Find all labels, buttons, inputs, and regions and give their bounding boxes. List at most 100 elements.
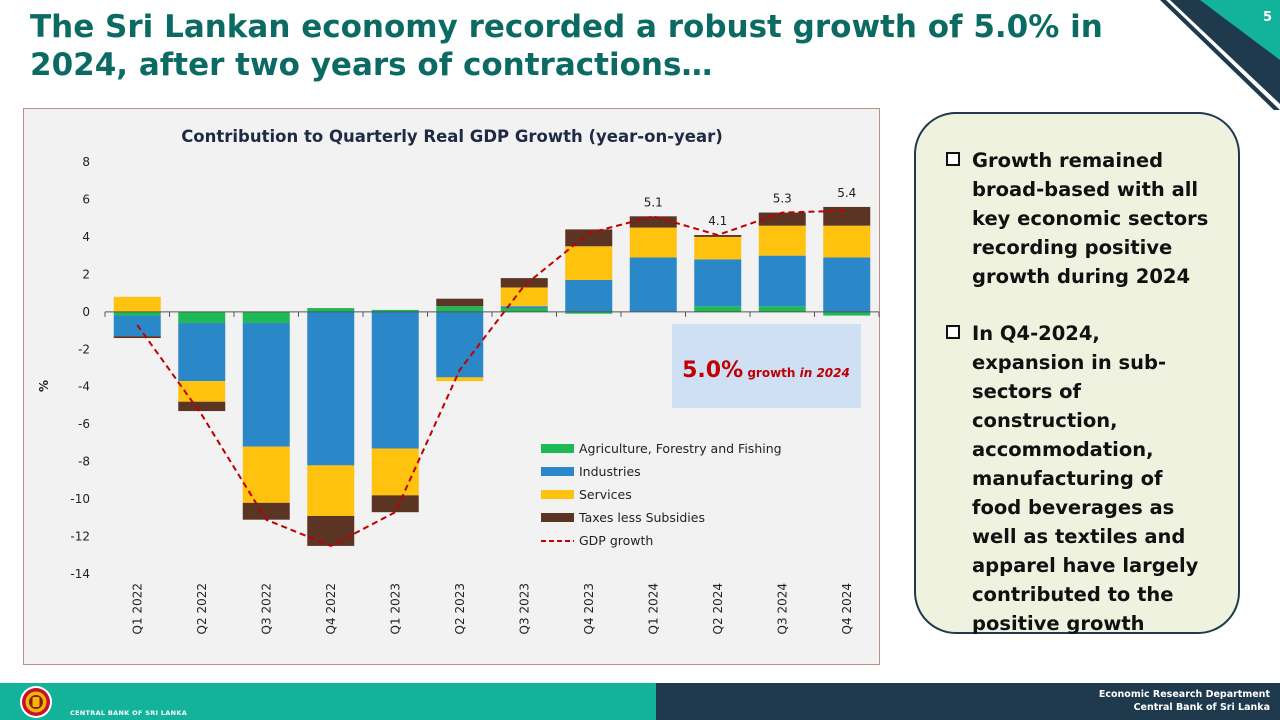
bar-segment xyxy=(694,236,742,260)
central-bank-logo-icon xyxy=(20,686,52,718)
chart-title: Contribution to Quarterly Real GDP Growt… xyxy=(181,127,723,146)
bar-segment xyxy=(436,298,484,307)
chart-panel: Contribution to Quarterly Real GDP Growt… xyxy=(23,108,880,665)
category-label: Q3 2023 xyxy=(517,583,531,634)
bar-segment xyxy=(242,311,290,324)
bar-segment xyxy=(436,377,484,382)
note-item: In Q4-2024, expansion in sub-sectors of … xyxy=(946,319,1218,638)
bar-segment xyxy=(242,323,290,447)
y-tick-label: -4 xyxy=(78,380,90,394)
bar-segment xyxy=(629,227,677,258)
bar-segment xyxy=(371,309,419,312)
legend-label: Services xyxy=(579,487,632,502)
checkbox-bullet-icon xyxy=(946,152,960,166)
bar-segment xyxy=(758,225,806,256)
y-tick-label: 0 xyxy=(82,305,90,319)
bank-name-english: CENTRAL BANK OF SRI LANKA xyxy=(70,709,188,717)
footer-organization: Economic Research Department Central Ban… xyxy=(1099,688,1270,714)
bar-segment xyxy=(500,278,548,288)
data-label: 5.4 xyxy=(837,186,856,200)
bar-segment xyxy=(823,225,871,258)
corner-decoration xyxy=(1160,0,1280,110)
bar-segment xyxy=(242,502,290,520)
legend-label: Industries xyxy=(579,464,641,479)
data-label: 5.1 xyxy=(644,195,663,209)
bar-segment xyxy=(823,206,871,226)
bar-segment xyxy=(629,216,677,228)
legend-swatch xyxy=(541,513,574,522)
data-label: 5.3 xyxy=(773,192,792,206)
bar-segment xyxy=(500,308,548,312)
y-tick-label: 6 xyxy=(82,192,90,206)
y-tick-label: -12 xyxy=(70,530,90,544)
bar-segment xyxy=(113,296,161,312)
footer-department: Economic Research Department xyxy=(1098,689,1270,700)
category-label: Q2 2024 xyxy=(711,583,725,634)
y-tick-label: -6 xyxy=(78,417,90,431)
bar-segment xyxy=(371,495,419,513)
legend-label: Taxes less Subsidies xyxy=(578,510,705,525)
category-label: Q4 2024 xyxy=(840,583,854,634)
bar-segment xyxy=(178,311,226,324)
checkbox-bullet-icon xyxy=(946,325,960,339)
data-label: 4.1 xyxy=(708,214,727,228)
key-points-box: Growth remained broad-based with all key… xyxy=(914,112,1240,635)
bar-segment xyxy=(500,306,548,309)
bar-segment xyxy=(178,323,226,382)
note-text: In Q4-2024, expansion in sub-sectors of … xyxy=(972,322,1199,635)
bar-segment xyxy=(629,257,677,312)
bar-segment xyxy=(178,381,226,402)
bar-segment xyxy=(371,311,419,449)
bar-segment xyxy=(565,311,613,314)
category-label: Q2 2023 xyxy=(453,583,467,634)
footer-left-band xyxy=(0,683,656,720)
bar-segment xyxy=(436,306,484,312)
note-text: Growth remained broad-based with all key… xyxy=(972,149,1209,288)
category-label: Q3 2022 xyxy=(259,583,273,634)
bar-segment xyxy=(823,311,871,316)
legend-label: Agriculture, Forestry and Fishing xyxy=(579,441,782,456)
bar-segment xyxy=(178,401,226,412)
bar-segment xyxy=(694,259,742,307)
bank-name-block: CENTRAL BANK OF SRI LANKA xyxy=(70,688,187,718)
bar-segment xyxy=(500,287,548,307)
bar-segment xyxy=(694,306,742,312)
bar-segment xyxy=(565,229,613,247)
category-label: Q4 2023 xyxy=(582,583,596,634)
bar-segment xyxy=(307,515,355,546)
bar-segment xyxy=(758,306,806,312)
gdp-growth-line xyxy=(136,209,847,548)
y-tick-label: 4 xyxy=(82,230,90,244)
bar-segment xyxy=(307,465,355,516)
note-item: Growth remained broad-based with all key… xyxy=(946,146,1218,291)
bar-segment xyxy=(371,448,419,496)
category-label: Q1 2024 xyxy=(646,583,660,634)
legend-label: GDP growth xyxy=(579,533,653,548)
category-label: Q1 2023 xyxy=(388,583,402,634)
bar-segment xyxy=(113,311,161,316)
legend-swatch xyxy=(541,467,574,476)
bar-segment xyxy=(436,311,484,378)
gdp-contribution-chart: Contribution to Quarterly Real GDP Growt… xyxy=(37,127,880,634)
bar-segment xyxy=(823,257,871,312)
legend-swatch xyxy=(541,444,574,453)
bar-segment xyxy=(758,212,806,226)
bar-segment xyxy=(307,311,355,466)
footer-right-band: Economic Research Department Central Ban… xyxy=(656,683,1280,720)
page-number: 5 xyxy=(1262,10,1272,25)
y-axis-label: % xyxy=(37,380,51,392)
bar-segment xyxy=(565,279,613,312)
y-tick-label: 2 xyxy=(82,267,90,281)
y-tick-label: 8 xyxy=(82,155,90,169)
category-label: Q4 2022 xyxy=(324,583,338,634)
bar-segment xyxy=(758,255,806,307)
y-tick-label: -8 xyxy=(78,455,90,469)
growth-callout-text: 5.0% growth in 2024 xyxy=(682,358,850,383)
category-label: Q2 2022 xyxy=(195,583,209,634)
bar-segment xyxy=(113,336,161,339)
category-label: Q3 2024 xyxy=(775,583,789,634)
footer-bank: Central Bank of Sri Lanka xyxy=(1133,702,1270,713)
y-tick-label: -14 xyxy=(70,567,90,581)
category-label: Q1 2022 xyxy=(130,583,144,634)
bar-segment xyxy=(565,246,613,280)
